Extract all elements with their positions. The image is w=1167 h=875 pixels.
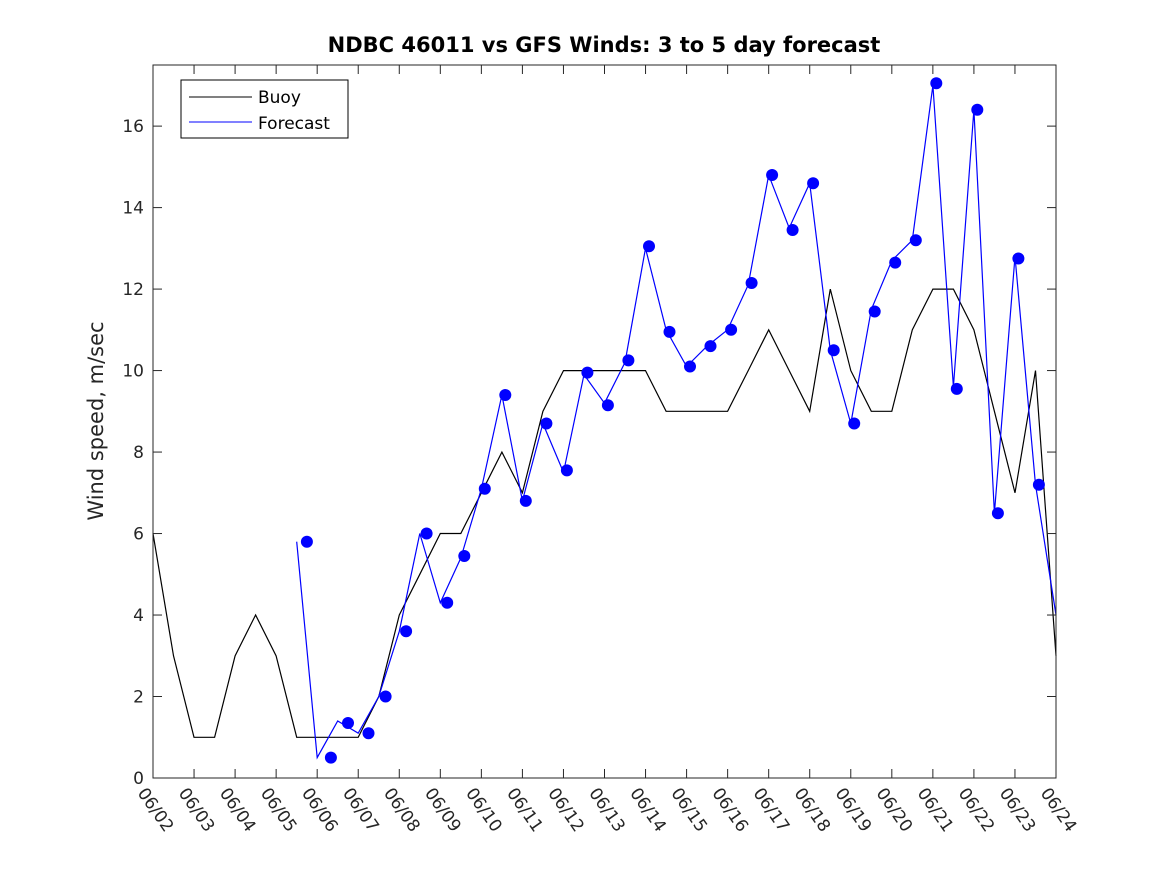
forecast-point [663, 325, 676, 338]
y-tick-label: 14 [122, 199, 144, 219]
x-tick-label: 06/10 [461, 784, 505, 836]
y-tick-label: 6 [133, 525, 144, 545]
forecast-point [909, 234, 922, 247]
forecast-point [684, 360, 696, 373]
forecast-point [889, 256, 902, 269]
x-tick-label: 06/06 [297, 784, 341, 836]
forecast-point [991, 507, 1004, 520]
forecast-point [519, 494, 532, 507]
x-tick-label: 06/12 [543, 784, 587, 836]
x-tick-label: 06/11 [502, 784, 546, 836]
forecast-point [950, 382, 963, 395]
forecast-point [766, 169, 779, 181]
y-tick-label: 2 [133, 688, 144, 708]
legend-forecast-label: Forecast [258, 114, 330, 134]
forecast-point [827, 344, 840, 357]
forecast-point [300, 535, 313, 548]
forecast-point [324, 751, 337, 764]
forecast-point [848, 417, 861, 430]
x-tick-label: 06/20 [872, 784, 916, 836]
forecast-point [622, 354, 635, 367]
y-tick-label: 0 [133, 769, 144, 789]
series-line-buoy [152, 288, 1057, 738]
marker-layer [300, 77, 1045, 764]
forecast-point [420, 527, 433, 540]
forecast-point [930, 77, 943, 90]
forecast-point [478, 482, 491, 495]
legend-buoy-label: Buoy [258, 88, 301, 108]
x-tick-label: 06/08 [379, 784, 423, 836]
forecast-point [725, 323, 738, 336]
plot-area [153, 65, 1056, 778]
forecast-point [786, 224, 799, 236]
x-tick-label: 06/22 [954, 784, 998, 836]
forecast-point [540, 417, 553, 430]
forecast-point [458, 550, 471, 562]
forecast-point [643, 240, 655, 253]
forecast-point [807, 177, 820, 190]
y-tick-label: 8 [133, 443, 144, 463]
forecast-point [581, 366, 594, 379]
y-axis-title: Wind speed, m/sec [84, 321, 108, 520]
x-tick-label: 06/14 [625, 784, 669, 836]
x-tick-label: 06/05 [256, 784, 300, 836]
x-tick-label: 06/02 [133, 784, 177, 836]
forecast-point [868, 305, 881, 318]
legend: Buoy Forecast [180, 79, 349, 139]
x-tick-label: 06/15 [667, 784, 711, 836]
x-tick-label: 06/18 [790, 784, 834, 836]
y-tick-label: 4 [133, 606, 144, 626]
forecast-point [971, 103, 984, 116]
forecast-point [342, 717, 354, 729]
series-layer [152, 85, 1057, 760]
forecast-point [560, 464, 573, 477]
x-tick-label: 06/13 [584, 784, 628, 836]
y-tick-label: 16 [122, 117, 144, 137]
x-tick-label: 06/19 [831, 784, 875, 836]
forecast-point [1012, 252, 1025, 265]
x-tick-label: 06/21 [913, 784, 957, 836]
forecast-point [379, 690, 392, 703]
forecast-point [1032, 478, 1045, 491]
x-tick-label: 06/07 [338, 784, 382, 836]
x-tick-label: 06/23 [995, 784, 1039, 836]
x-tick-label: 06/03 [174, 784, 218, 836]
y-tick-label: 10 [122, 362, 144, 382]
x-tick-label: 06/17 [749, 784, 793, 836]
y-tick-label: 12 [122, 280, 144, 300]
x-tick-label: 06/04 [215, 784, 259, 836]
forecast-point [745, 277, 758, 289]
series-line-forecast [296, 85, 1057, 760]
forecast-point [499, 389, 512, 401]
forecast-point [704, 340, 717, 353]
forecast-point [362, 727, 375, 740]
forecast-point [601, 399, 614, 412]
chart-title: NDBC 46011 vs GFS Winds: 3 to 5 day fore… [328, 33, 881, 57]
x-tick-label: 06/24 [1036, 784, 1080, 836]
forecast-point [400, 625, 413, 638]
x-tick-label: 06/16 [708, 784, 752, 836]
legend-box [180, 79, 349, 139]
forecast-point [441, 596, 454, 609]
x-tick-label: 06/09 [420, 784, 464, 836]
